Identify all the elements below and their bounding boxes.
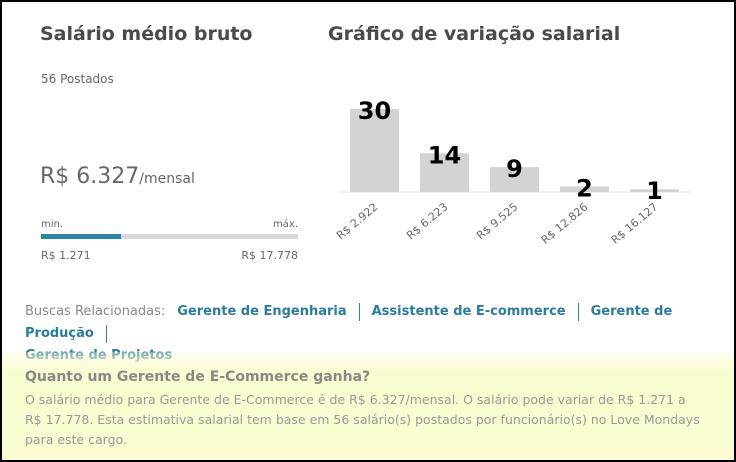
salary-value: R$ 6.327 xyxy=(40,164,140,189)
faq-question: Quanto um Gerente de E-Commerce ganha? xyxy=(25,369,371,385)
chart-tick-label: R$ 9.525 xyxy=(474,200,520,242)
chart-data-label: 30 xyxy=(358,97,391,125)
related-searches-label: Buscas Relacionadas: xyxy=(25,304,166,319)
min-label: min. xyxy=(41,219,64,230)
salary-period: /mensal xyxy=(139,171,195,187)
chart-tick-label: R$ 16.127 xyxy=(609,200,661,246)
range-values: R$ 1.271 R$ 17.778 xyxy=(41,249,298,262)
chart-title: Gráfico de variação salarial xyxy=(328,23,621,45)
related-link-gerente-de-engenharia[interactable]: Gerente de Engenharia xyxy=(177,304,347,319)
separator xyxy=(358,302,360,321)
related-link-assistente-de-e-commerce[interactable]: Assistente de E-commerce xyxy=(371,304,566,319)
salary-range-fill xyxy=(41,234,121,239)
salary-range-bar xyxy=(41,234,298,239)
faq-section: Quanto um Gerente de E-Commerce ganha? O… xyxy=(2,352,734,460)
chart-tick-label: R$ 12.826 xyxy=(539,200,591,246)
chart-data-label: 14 xyxy=(428,141,461,169)
max-salary-value: R$ 17.778 xyxy=(241,249,298,262)
posted-count: 56 Postados xyxy=(41,72,114,86)
chart-data-label: 9 xyxy=(506,155,523,183)
chart-bar xyxy=(560,186,609,192)
chart-tick-label: R$ 6.223 xyxy=(404,200,450,242)
related-link-gerente-de-producao[interactable]: Gerente de Produção xyxy=(25,304,673,341)
chart-bar xyxy=(490,167,539,192)
separator xyxy=(105,324,107,343)
chart-data-label: 2 xyxy=(576,174,593,202)
max-label: máx. xyxy=(273,219,298,230)
separator xyxy=(577,302,579,321)
average-salary-title: Salário médio bruto xyxy=(40,23,253,45)
chart-tick-label: R$ 2.922 xyxy=(334,200,380,242)
chart-bar xyxy=(420,153,469,192)
range-labels: min. máx. xyxy=(41,219,298,230)
chart-data-label: 1 xyxy=(646,177,663,205)
faq-answer: O salário médio para Gerente de E-Commer… xyxy=(25,392,700,447)
chart-bar xyxy=(630,189,679,192)
min-salary-value: R$ 1.271 xyxy=(41,249,91,262)
salary-variation-chart: 30 R$ 2.922 14 R$ 6.223 9 R$ 9.525 2R$ 12.826 1… xyxy=(334,97,690,247)
chart-bar xyxy=(350,109,399,192)
average-salary: R$ 6.327/mensal xyxy=(40,164,195,189)
